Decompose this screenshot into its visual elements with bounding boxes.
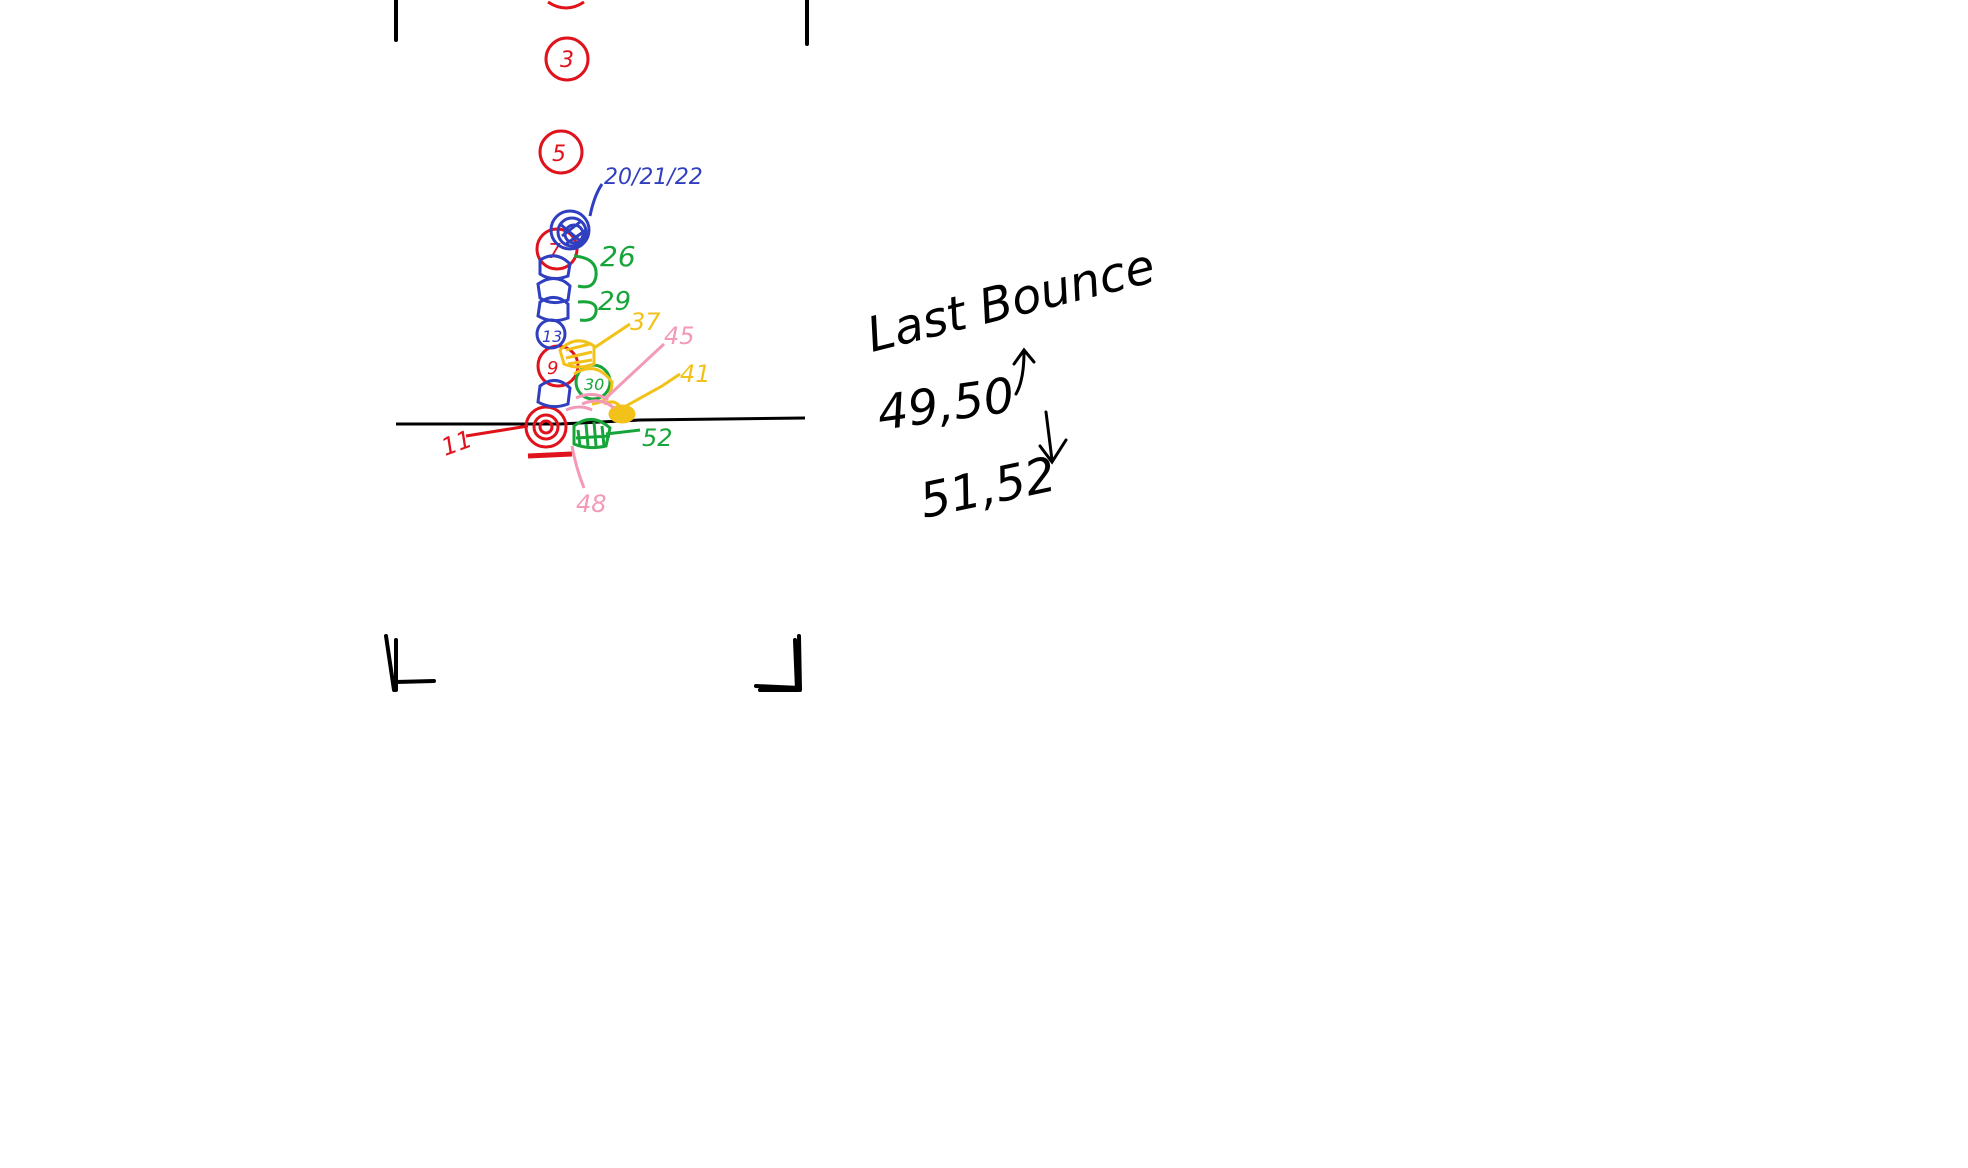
label-frame-26: 26: [600, 240, 636, 273]
frame-corners: [384, 0, 809, 692]
green-hatch: [575, 421, 611, 447]
pink-frame-labels: 45 48: [576, 322, 695, 518]
ball-frame-5: [538, 129, 584, 175]
ball-frame-15: [535, 318, 567, 350]
ball-frame-45: [581, 399, 615, 410]
ball-frame-11-inner: [532, 413, 560, 441]
notes-heading: Last Bounce: [861, 238, 1160, 364]
bottom-left-corner-mark: [384, 634, 436, 692]
label-frame-9: 9: [547, 358, 558, 379]
yellow-hatch: [565, 342, 593, 366]
blue-frame-labels: 20/21/22 13: [542, 165, 703, 346]
ball-frame-12: [538, 254, 572, 281]
label-frame-11: 11: [438, 425, 476, 462]
label-frame-48: 48: [576, 490, 607, 518]
last-bounce-notes: Last Bounce 49,50 51,52: [861, 238, 1160, 530]
ball-frame-16: [536, 379, 572, 409]
ball-frame-20: [549, 209, 591, 251]
blue-hatch: [559, 220, 587, 246]
bracket-26: [573, 254, 598, 289]
arrow-down-icon: [1038, 410, 1068, 465]
bracket-29: [577, 300, 598, 322]
ball-frame-3: [544, 36, 590, 82]
arrow-up-icon: [1012, 347, 1036, 396]
ball-frame-41: [608, 404, 636, 424]
yellow-frames: [558, 322, 681, 424]
label-frame-37: 37: [630, 308, 661, 336]
label-frame-52: 52: [642, 424, 673, 452]
bottom-right-corner-mark: [754, 634, 802, 692]
squash-mark: [527, 451, 573, 459]
ball-frame-1: [547, 0, 585, 10]
label-leader-48: [570, 445, 586, 489]
label-frame-30: 30: [584, 375, 604, 394]
yellow-frame-labels: 37 41: [630, 308, 711, 388]
label-frame-45: 45: [664, 322, 695, 350]
ball-frame-11-outer: [524, 405, 568, 449]
label-leader-45: [604, 342, 666, 400]
green-frame-labels: 26 29 30 52: [584, 240, 673, 452]
label-frames-20-21-22: 20/21/22: [604, 165, 703, 190]
ball-frame-44: [575, 393, 609, 402]
ball-frame-14: [536, 296, 570, 323]
ball-frame-11-core: [538, 419, 554, 435]
label-frame-13: 13: [542, 327, 562, 346]
label-frame-5: 5: [552, 142, 566, 167]
label-frame-3: 3: [560, 48, 574, 73]
label-leader-52: [605, 428, 641, 436]
ball-frame-36: [558, 339, 596, 369]
label-leader-37: [593, 322, 631, 350]
notes-down-frames: 51,52: [915, 446, 1061, 529]
blue-frames: [535, 183, 604, 409]
label-frame-41: 41: [680, 360, 711, 388]
ball-frame-21: [556, 216, 588, 248]
ball-frame-47: [565, 405, 593, 412]
label-leader-11: [465, 424, 529, 438]
leader-20-21-22: [588, 183, 604, 217]
ball-frame-31: [572, 418, 612, 450]
notes-up-frames: 49,50: [874, 367, 1018, 442]
label-frame-29: 29: [598, 287, 631, 317]
note-arrows: [1012, 347, 1068, 465]
green-frames: [572, 254, 641, 450]
pink-frames: [565, 342, 666, 489]
label-leader-41: [625, 372, 681, 408]
